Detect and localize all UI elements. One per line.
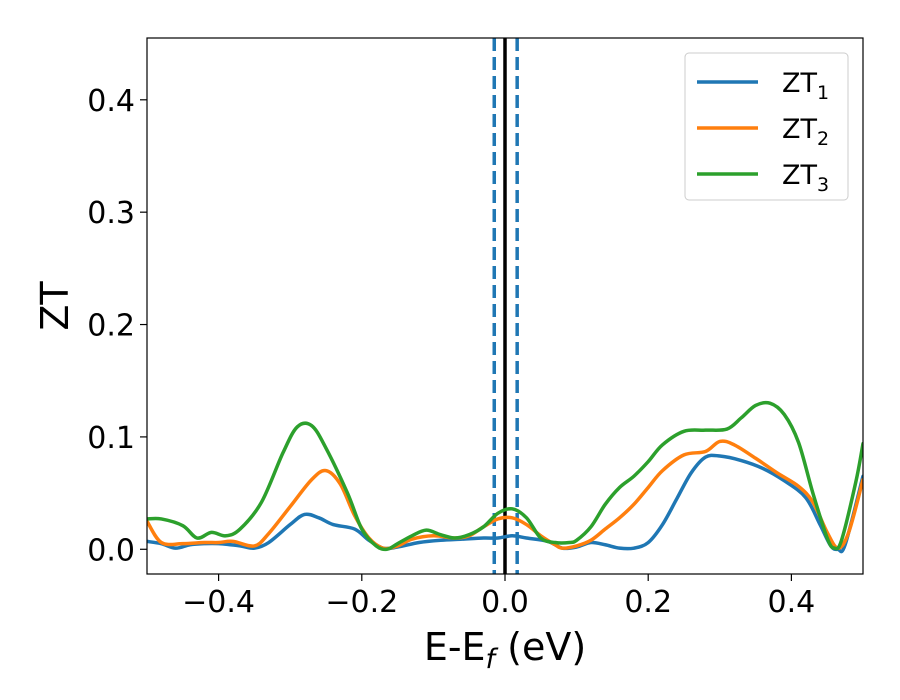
series-line-zt1 — [147, 453, 863, 554]
x-tick-label: 0.2 — [624, 585, 672, 620]
legend: ZT1 ZT2 ZT3 — [684, 52, 849, 201]
x-tick-label: 0.4 — [768, 585, 816, 620]
legend-label-zt2: ZT2 — [782, 114, 829, 150]
series-line-zt2 — [147, 439, 863, 551]
y-tick-label: 0.4 — [87, 84, 135, 119]
y-axis-title: ZT — [33, 281, 77, 331]
x-axis-title: E-Ef (eV) — [424, 625, 586, 675]
legend-box — [684, 52, 849, 201]
series-lines — [147, 400, 863, 554]
y-axis: 0.0 0.1 0.2 0.3 0.4 — [87, 84, 147, 568]
x-tick-label: −0.2 — [325, 585, 398, 620]
x-tick-label: −0.4 — [182, 585, 255, 620]
legend-label-zt1: ZT1 — [782, 68, 829, 104]
x-tick-label: 0.0 — [481, 585, 529, 620]
legend-label-zt3: ZT3 — [782, 160, 829, 196]
x-axis: −0.4 −0.2 0.0 0.2 0.4 — [182, 574, 815, 620]
y-tick-label: 0.1 — [87, 421, 135, 456]
y-tick-label: 0.3 — [87, 196, 135, 231]
reference-lines — [492, 38, 519, 574]
series-line-zt3 — [147, 400, 863, 552]
y-tick-label: 0.0 — [87, 533, 135, 568]
y-tick-label: 0.2 — [87, 309, 135, 344]
